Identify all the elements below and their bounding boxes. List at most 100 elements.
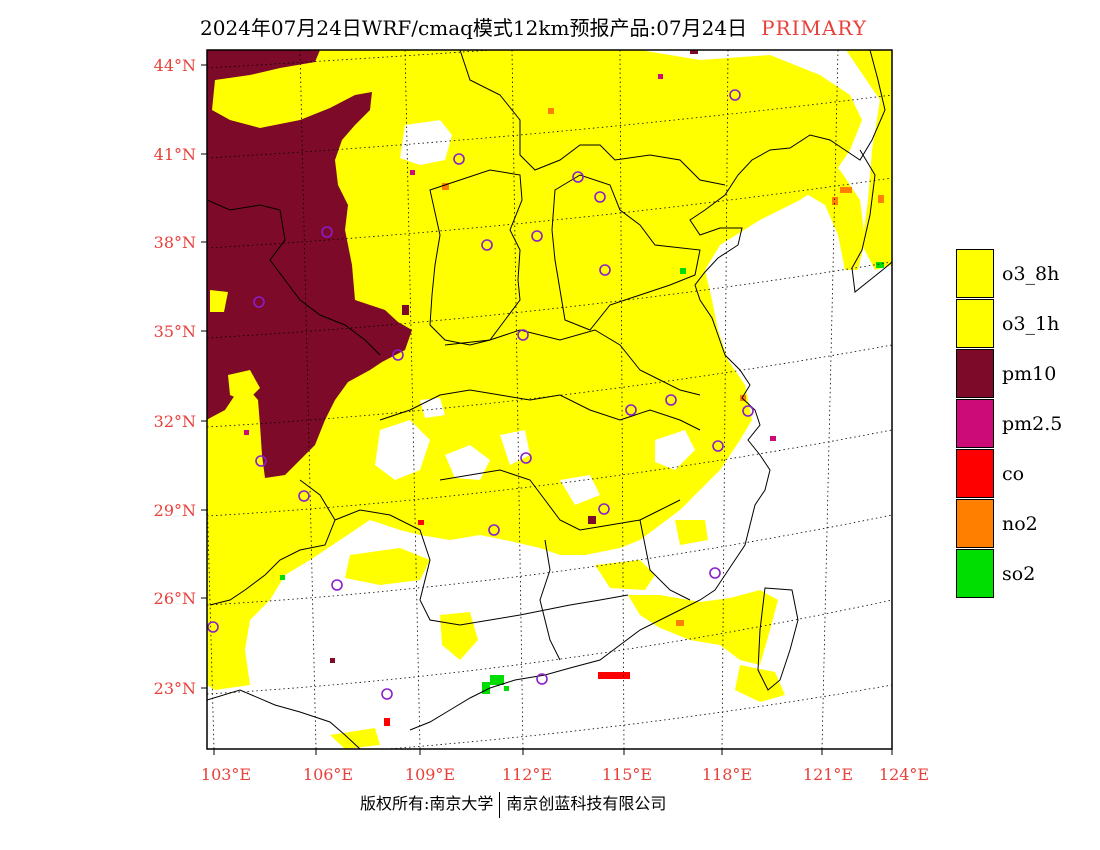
legend-item-o3-8h: o3_8h — [956, 249, 1076, 299]
lat-label: 29°N — [154, 501, 196, 520]
station-marker — [488, 524, 500, 536]
pm10-gap-west — [210, 290, 228, 312]
gap-hubei-west — [445, 445, 490, 480]
o3-patch-fujian — [675, 520, 708, 545]
lat-labels: 44°N 41°N 38°N 35°N 32°N 29°N 26°N 23°N — [154, 56, 196, 698]
legend-label: pm2.5 — [1002, 413, 1063, 435]
korea-coast — [851, 149, 892, 293]
legend-label: no2 — [1002, 513, 1038, 535]
station-marker — [709, 567, 721, 579]
no2-patch-5 — [548, 108, 554, 114]
no2-patch-7 — [676, 620, 684, 626]
lat-label: 35°N — [154, 322, 196, 341]
pm10-gaps — [210, 290, 260, 402]
lat-label: 41°N — [154, 145, 196, 164]
o3-patch-guizhou — [345, 548, 430, 585]
gap-inner-mongolia — [400, 120, 452, 165]
pollutant-pixels — [244, 50, 884, 726]
meridian-124 — [891, 744, 892, 749]
legend-swatch — [956, 549, 994, 598]
gap-chongqing — [375, 420, 430, 480]
border-hebei-shandong — [551, 174, 701, 331]
station-marker — [481, 239, 493, 251]
lat-label: 32°N — [154, 412, 196, 431]
border-north — [459, 50, 726, 186]
station-marker — [517, 329, 529, 341]
station-marker — [331, 579, 343, 591]
pm25-patch-4 — [244, 430, 249, 435]
pm10-patch-4 — [690, 50, 698, 54]
station-marker — [599, 264, 611, 276]
lat-label: 44°N — [154, 56, 196, 75]
station-marker — [253, 296, 265, 308]
legend-label: o3_8h — [1002, 263, 1060, 285]
lon-label: 115°E — [602, 765, 652, 784]
co-patch-hunan — [418, 520, 424, 525]
legend: o3_8h o3_1h pm10 pm2.5 co no2 so2 — [956, 249, 1076, 599]
lat-label: 23°N — [154, 679, 196, 698]
legend-item-pm10: pm10 — [956, 349, 1076, 399]
lat-label: 38°N — [154, 233, 196, 252]
station-marker — [453, 153, 465, 165]
copyright-footer: 版权所有:南京大学 南京创蓝科技有限公司 — [360, 790, 666, 820]
title-main: 2024年07月24日WRF/cmaq模式12km预报产品:07月24日 — [200, 16, 748, 40]
city-stations — [207, 89, 754, 700]
legend-item-o3-1h: o3_1h — [956, 299, 1076, 349]
gap-hunan-jiangxi — [560, 475, 600, 505]
o3-region-southeast-coast — [628, 590, 778, 665]
border-gansu — [207, 199, 381, 356]
legend-swatch — [956, 399, 994, 448]
lon-label: 112°E — [502, 765, 552, 784]
legend-label: pm10 — [1002, 363, 1057, 385]
o3-coverage — [207, 50, 892, 749]
axis-ticks — [201, 64, 893, 755]
pm25-patch-1 — [658, 74, 663, 79]
legend-swatch — [956, 349, 994, 398]
border-central — [444, 329, 701, 396]
lon-labels: 103°E 106°E 109°E 112°E 115°E 118°E 121°… — [201, 765, 929, 784]
station-marker — [712, 440, 724, 452]
border-guangdong-west — [539, 539, 561, 661]
o3-region-far-northeast — [846, 50, 892, 270]
station-marker — [729, 89, 741, 101]
map-title: 2024年07月24日WRF/cmaq模式12km预报产品:07月24日 PRIM… — [200, 12, 867, 42]
pm10-patch-3 — [330, 658, 335, 663]
legend-item-pm25: pm2.5 — [956, 399, 1076, 449]
station-marker — [392, 349, 404, 361]
station-marker — [536, 673, 548, 685]
o3-patch-jiangxi — [595, 560, 655, 590]
copyright-left: 版权所有:南京大学 — [360, 794, 494, 813]
title-primary-tag: PRIMARY — [761, 16, 868, 40]
lon-label: 124°E — [879, 765, 929, 784]
so2-patch-1 — [490, 675, 504, 685]
legend-label: so2 — [1002, 563, 1036, 585]
footer-separator — [499, 791, 501, 818]
lon-label: 109°E — [405, 765, 455, 784]
legend-swatch — [956, 499, 994, 548]
lon-label: 118°E — [702, 765, 752, 784]
no2-patch-2 — [832, 197, 838, 205]
lon-label: 103°E — [201, 765, 251, 784]
pm25-patch-2 — [410, 170, 415, 175]
legend-label: o3_1h — [1002, 313, 1060, 335]
station-marker — [594, 191, 606, 203]
legend-swatch — [956, 449, 994, 498]
pm25-patch-3 — [770, 436, 776, 441]
boundaries — [207, 50, 892, 749]
station-marker — [298, 490, 310, 502]
lon-label: 121°E — [803, 765, 853, 784]
border-yunnan — [209, 479, 336, 606]
legend-item-co: co — [956, 449, 1076, 499]
station-marker — [531, 230, 543, 242]
so2-patch-6 — [876, 262, 884, 268]
so2-patch-5 — [680, 268, 686, 274]
border-south-central — [439, 469, 681, 531]
legend-label: co — [1002, 463, 1025, 485]
taiwan-outline — [757, 587, 799, 691]
legend-item-so2: so2 — [956, 549, 1076, 599]
station-marker — [598, 503, 610, 515]
no2-patch-1 — [840, 187, 852, 193]
border-yangtze — [379, 389, 701, 431]
gap-anhui — [655, 430, 695, 470]
co-patch-guangdong — [598, 672, 630, 679]
